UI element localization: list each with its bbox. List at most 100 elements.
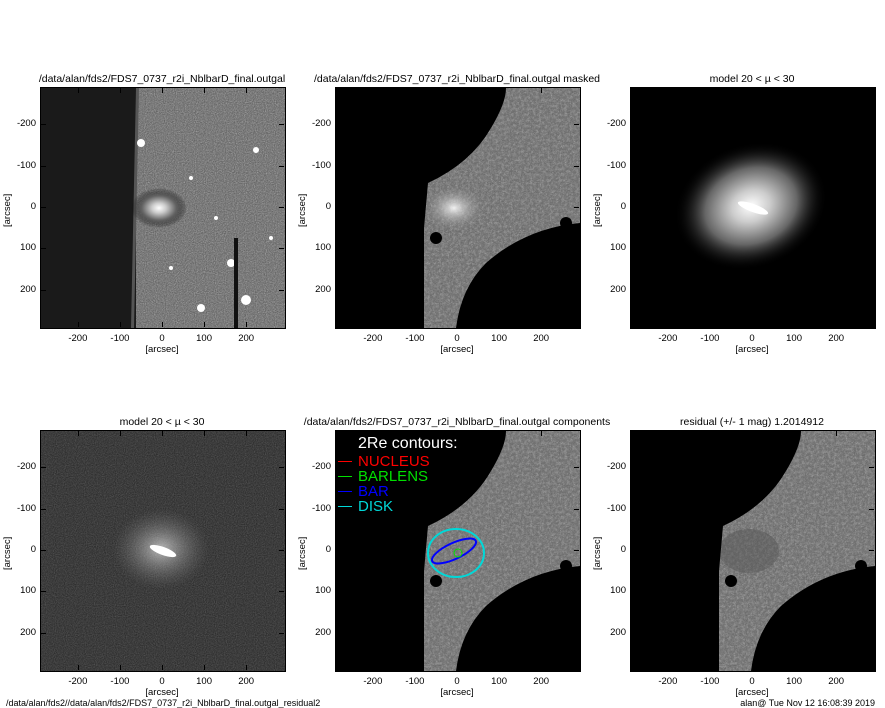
x-tick <box>794 88 796 93</box>
legend-item-nucleus: NUCLEUS <box>334 454 458 469</box>
x-tick <box>794 431 796 436</box>
y-tick <box>336 207 341 208</box>
x-tick <box>836 322 838 327</box>
x-tick <box>162 431 163 436</box>
x-tick <box>836 665 838 670</box>
y-tick-label: -100 <box>16 159 36 171</box>
x-tick <box>794 665 796 670</box>
y-tick <box>279 165 284 167</box>
panel-title: model 20 < µ < 30 <box>119 416 205 428</box>
x-tick-label: 100 <box>491 333 507 344</box>
y-tick <box>279 124 284 126</box>
x-tick <box>499 322 501 327</box>
y-tick <box>631 550 636 551</box>
panel-raw <box>40 87 286 329</box>
x-tick <box>246 322 248 327</box>
y-tick <box>574 550 579 551</box>
y-tick-label: 0 <box>30 544 36 555</box>
legend-swatch <box>338 476 352 477</box>
x-tick <box>541 322 543 327</box>
y-tick <box>279 632 284 634</box>
x-tick <box>204 322 206 327</box>
y-tick <box>869 207 874 208</box>
panel-image <box>424 88 580 328</box>
x-tick-label: 100 <box>491 676 507 687</box>
y-tick <box>279 591 284 593</box>
x-axis-label: [arcsec] <box>145 344 179 355</box>
x-tick-label: 200 <box>828 676 845 687</box>
x-tick-label: 200 <box>533 333 550 344</box>
y-tick <box>41 207 46 208</box>
panel-image <box>41 431 285 671</box>
y-tick <box>336 591 341 593</box>
x-tick <box>162 665 163 670</box>
y-tick-label: -200 <box>16 118 36 130</box>
x-tick <box>414 88 416 93</box>
x-tick <box>667 88 669 93</box>
x-tick <box>372 431 374 436</box>
x-tick <box>204 431 206 436</box>
legend-item-disk: DISK <box>334 499 458 514</box>
x-tick <box>246 431 248 436</box>
y-axis-label: [arcsec] <box>297 193 308 227</box>
y-tick-label: 100 <box>610 242 626 254</box>
panel-title: /data/alan/fds2/FDS7_0737_r2i_NblbarD_fi… <box>38 73 286 85</box>
legend-item-bar: BAR <box>334 484 458 499</box>
x-tick <box>119 665 121 670</box>
y-tick-label: -100 <box>311 159 331 171</box>
y-tick-label: 100 <box>20 585 36 597</box>
y-tick-label: -100 <box>311 502 331 514</box>
x-tick <box>836 88 838 93</box>
x-tick-label: -200 <box>658 333 678 344</box>
y-tick <box>41 248 46 250</box>
x-tick <box>372 665 374 670</box>
panel-image <box>719 431 875 671</box>
x-tick <box>457 88 458 93</box>
footer-timestamp: alan@ Tue Nov 12 16:08:39 2019 <box>740 698 875 708</box>
y-tick <box>336 289 341 291</box>
y-tick <box>41 165 46 167</box>
x-tick <box>246 665 248 670</box>
y-tick <box>41 632 46 634</box>
y-tick <box>869 467 874 469</box>
y-tick-label: -100 <box>606 159 626 171</box>
x-tick <box>119 88 121 93</box>
y-tick <box>279 207 284 208</box>
y-tick <box>41 591 46 593</box>
panel-model <box>630 87 876 329</box>
y-axis-label: [arcsec] <box>2 193 13 227</box>
x-tick-label: -200 <box>68 676 88 687</box>
legend-title: 2Re contours: <box>358 435 458 452</box>
y-tick <box>336 165 341 167</box>
x-tick <box>204 665 206 670</box>
y-tick <box>869 165 874 167</box>
x-tick <box>752 322 753 327</box>
y-tick <box>869 124 874 126</box>
y-tick-label: 0 <box>620 544 626 555</box>
x-axis-label: [arcsec] <box>440 344 474 355</box>
x-tick <box>709 88 711 93</box>
y-tick-label: -200 <box>606 461 626 473</box>
y-tick <box>279 467 284 469</box>
y-tick-label: 200 <box>315 283 331 295</box>
x-tick-label: -200 <box>363 333 383 344</box>
x-tick <box>457 322 458 327</box>
y-tick <box>574 124 579 126</box>
y-tick <box>41 289 46 291</box>
y-tick-label: 100 <box>315 585 331 597</box>
x-tick-label: 200 <box>238 333 255 344</box>
x-tick <box>77 88 79 93</box>
x-tick-label: 100 <box>786 676 802 687</box>
y-tick <box>574 632 579 634</box>
x-tick-label: 200 <box>238 676 255 687</box>
x-tick <box>77 431 79 436</box>
x-tick <box>119 322 121 327</box>
x-tick <box>457 431 458 436</box>
y-tick <box>574 467 579 469</box>
y-axis-label: [arcsec] <box>592 536 603 570</box>
y-tick <box>279 248 284 250</box>
panel-image <box>424 431 580 671</box>
y-tick <box>574 289 579 291</box>
x-tick <box>457 665 458 670</box>
x-tick <box>709 322 711 327</box>
